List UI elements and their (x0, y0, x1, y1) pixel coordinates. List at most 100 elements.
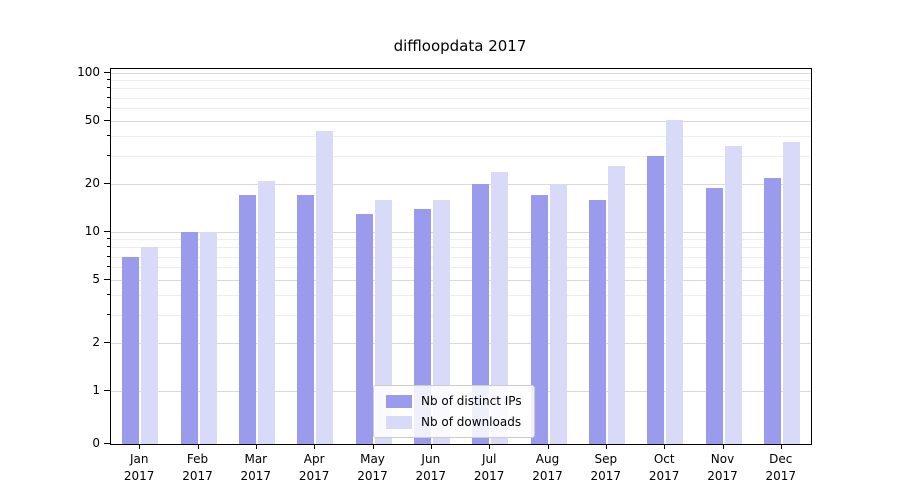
y-tick-mark (104, 183, 110, 185)
bar-downloads (549, 184, 567, 444)
x-tick-label: Nov 2017 (707, 452, 738, 483)
bar-downloads (257, 180, 275, 444)
bar-downloads (374, 199, 392, 444)
x-tick-label: Dec 2017 (765, 452, 797, 483)
bar-distinct-ips (530, 195, 548, 444)
y-tick-mark (104, 231, 110, 232)
x-tick-mark (139, 444, 141, 449)
x-tick-mark (722, 444, 724, 449)
chart-title: diffloopdata 2017 (393, 37, 527, 55)
bar-downloads (141, 247, 159, 444)
bar-downloads (607, 166, 625, 444)
y-tick-label: 1 (92, 383, 100, 397)
x-tick-mark (197, 444, 199, 449)
y-tick-label: 50 (84, 112, 100, 127)
x-tick-label: Mar 2017 (240, 452, 272, 483)
bar-distinct-ips (588, 199, 606, 444)
bar-distinct-ips (472, 184, 490, 444)
y-minor-tick-mark (107, 107, 110, 109)
legend-label-distinct-ips: Nb of distinct IPs (421, 394, 522, 408)
y-minor-gridline (111, 136, 811, 138)
y-tick-mark (104, 278, 110, 280)
y-minor-tick-mark (107, 314, 110, 316)
legend-label-downloads: Nb of downloads (421, 415, 522, 429)
x-tick-mark (489, 444, 491, 449)
y-major-gridline (111, 120, 811, 122)
legend-item-downloads: Nb of downloads (386, 415, 522, 429)
bar-downloads (199, 232, 217, 444)
y-tick-label: 100 (77, 65, 100, 79)
y-minor-tick-mark (107, 155, 110, 157)
bar-downloads (491, 171, 509, 444)
x-tick-mark (780, 444, 782, 449)
bar-distinct-ips (705, 187, 723, 444)
bar-distinct-ips (647, 156, 665, 444)
bar-distinct-ips (122, 256, 140, 444)
x-tick-label: Apr 2017 (298, 452, 330, 483)
y-tick-mark (104, 119, 110, 121)
y-minor-gridline (111, 80, 811, 82)
y-minor-tick-mark (107, 96, 110, 98)
y-minor-gridline (111, 88, 811, 90)
y-major-gridline (111, 184, 811, 186)
bar-distinct-ips (297, 195, 315, 444)
y-minor-gridline (111, 267, 811, 269)
y-minor-tick-mark (107, 135, 110, 137)
x-tick-label: Sep 2017 (590, 452, 622, 483)
bar-downloads (782, 141, 800, 444)
y-minor-gridline (111, 108, 811, 110)
bar-distinct-ips (238, 195, 256, 444)
x-tick-mark (547, 444, 549, 449)
y-tick-mark (104, 443, 110, 444)
y-tick-mark (104, 390, 110, 391)
y-minor-tick-mark (107, 266, 110, 268)
bar-distinct-ips (355, 213, 373, 444)
legend-swatch-downloads (386, 415, 412, 429)
x-tick-label: Aug 2017 (532, 452, 563, 483)
y-minor-tick-mark (107, 246, 110, 248)
legend-swatch-distinct-ips (386, 394, 412, 408)
y-minor-tick-mark (107, 238, 110, 240)
x-tick-label: Jan 2017 (123, 452, 155, 483)
x-tick-label: May 2017 (357, 452, 388, 483)
y-minor-gridline (111, 315, 811, 317)
legend-item-distinct-ips: Nb of distinct IPs (386, 394, 522, 408)
y-major-gridline (111, 232, 811, 233)
y-minor-gridline (111, 156, 811, 158)
y-tick-label: 0 (92, 436, 100, 450)
y-minor-tick-mark (107, 87, 110, 89)
x-tick-mark (314, 444, 316, 449)
x-tick-label: Oct 2017 (648, 452, 680, 483)
y-minor-tick-mark (107, 255, 110, 257)
x-tick-mark (255, 444, 257, 449)
plot-area: Nb of distinct IPs Nb of downloads (110, 68, 812, 445)
x-tick-mark (664, 444, 666, 449)
bar-downloads (724, 145, 742, 444)
y-major-gridline (111, 73, 811, 74)
y-tick-mark (104, 72, 110, 73)
x-tick-mark (430, 444, 432, 449)
x-tick-mark (372, 444, 374, 449)
y-minor-gridline (111, 256, 811, 258)
y-tick-label: 20 (84, 176, 100, 191)
bar-downloads (432, 199, 450, 444)
y-tick-mark (104, 342, 110, 344)
x-tick-mark (605, 444, 607, 449)
x-tick-label: Jul 2017 (473, 452, 505, 483)
y-tick-label: 2 (92, 335, 100, 350)
y-major-gridline (111, 279, 811, 281)
bar-distinct-ips (180, 232, 198, 444)
x-tick-label: Feb 2017 (182, 452, 213, 483)
y-minor-gridline (111, 295, 811, 297)
y-minor-gridline (111, 239, 811, 241)
bar-downloads (666, 119, 684, 444)
y-minor-tick-mark (107, 294, 110, 296)
bar-downloads (316, 131, 334, 444)
y-minor-tick-mark (107, 79, 110, 81)
y-tick-label: 5 (92, 271, 100, 286)
bar-distinct-ips (763, 177, 781, 444)
y-tick-label: 10 (84, 224, 100, 238)
legend: Nb of distinct IPs Nb of downloads (373, 385, 535, 438)
y-minor-gridline (111, 97, 811, 99)
